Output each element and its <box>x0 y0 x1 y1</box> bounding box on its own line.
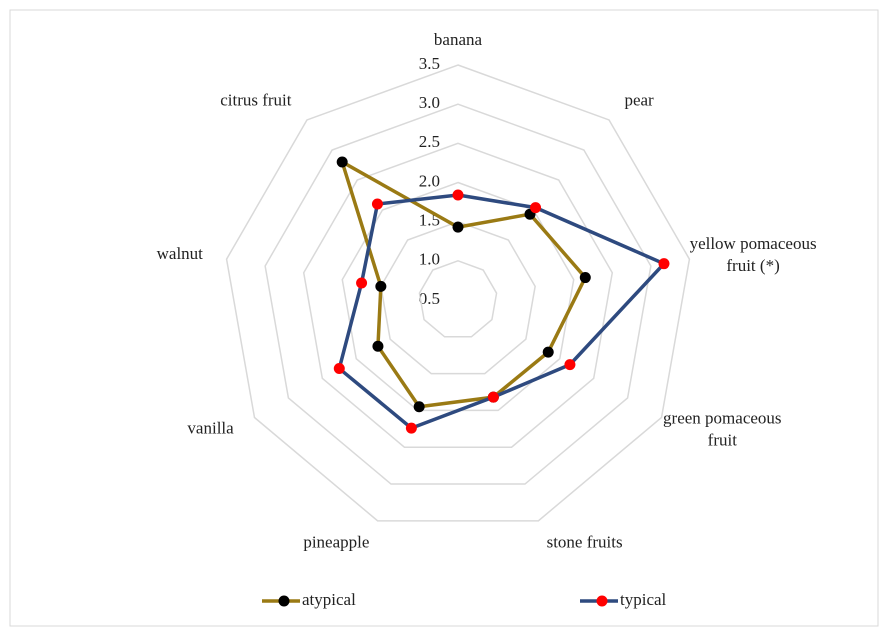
category-label: pineapple <box>303 532 369 551</box>
category-label: green pomaceous fruit <box>663 408 781 449</box>
category-label: banana <box>434 30 483 49</box>
grid-ring <box>418 260 498 338</box>
series-line <box>339 158 588 409</box>
marker <box>452 189 464 201</box>
category-label: stone fruits <box>547 532 623 551</box>
marker <box>658 258 670 270</box>
r-tick-label: 2.0 <box>419 171 440 190</box>
marker <box>564 359 576 371</box>
marker <box>372 340 384 352</box>
r-tick-label: 1.0 <box>419 250 440 269</box>
marker <box>542 346 554 358</box>
r-tick-label: 3.5 <box>419 54 440 73</box>
category-label: citrus fruit <box>220 91 292 110</box>
chart-frame <box>9 9 879 627</box>
r-tick-label: 2.5 <box>419 132 440 151</box>
category-label: walnut <box>157 244 204 263</box>
marker <box>530 202 542 214</box>
legend-marker <box>278 595 290 607</box>
grid-ring <box>380 220 536 375</box>
grid-ring <box>264 103 652 485</box>
legend-label: typical <box>620 590 667 609</box>
marker <box>356 277 368 289</box>
grid-ring <box>225 64 691 522</box>
category-label: vanilla <box>187 418 234 437</box>
marker <box>371 198 383 210</box>
marker <box>487 391 499 403</box>
marker <box>333 363 345 375</box>
r-tick-label: 3.0 <box>419 93 440 112</box>
category-label: pear <box>624 91 654 110</box>
marker <box>579 272 591 284</box>
legend-label: atypical <box>302 590 356 609</box>
marker <box>375 280 387 292</box>
marker <box>405 422 417 434</box>
marker <box>413 401 425 413</box>
marker <box>336 156 348 168</box>
legend-marker <box>596 595 608 607</box>
marker <box>452 221 464 233</box>
r-tick-label: 0.5 <box>419 289 440 308</box>
grid-ring <box>302 142 614 448</box>
category-label: yellow pomaceous fruit (*) <box>690 234 817 275</box>
series-line <box>337 193 667 431</box>
